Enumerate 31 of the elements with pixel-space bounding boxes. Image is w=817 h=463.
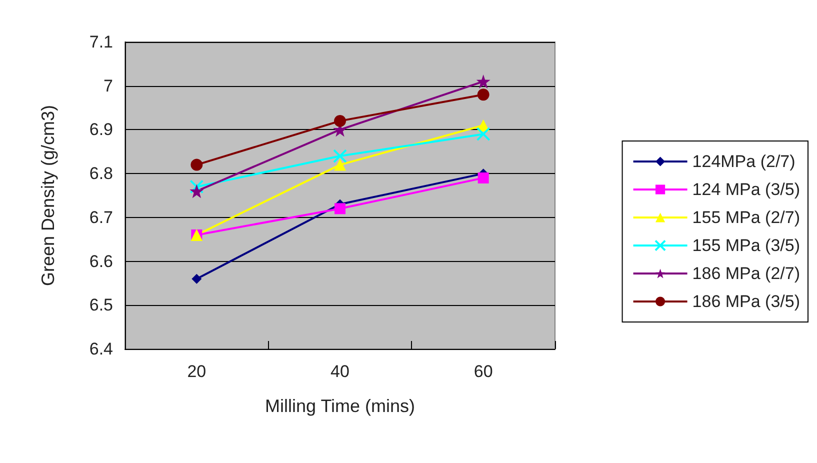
y-axis-title: Green Density (g/cm3) xyxy=(38,104,58,286)
point xyxy=(476,74,490,88)
y-tick-label: 7.1 xyxy=(89,32,113,52)
point xyxy=(334,158,346,171)
x-tick-label: 40 xyxy=(330,362,350,381)
y-tick-label: 6.7 xyxy=(89,208,113,227)
legend-label: 124MPa (2/7) xyxy=(692,152,796,171)
y-tick-label: 6.4 xyxy=(89,340,113,358)
x-tick-label: 60 xyxy=(474,362,493,381)
point xyxy=(333,149,347,164)
y-tick-label: 6.8 xyxy=(89,164,113,184)
point xyxy=(190,158,203,171)
point xyxy=(190,180,204,194)
y-tick-label: 7 xyxy=(104,76,113,96)
point xyxy=(192,274,202,284)
point xyxy=(476,127,490,142)
y-tick-label: 6.9 xyxy=(89,120,113,140)
point xyxy=(190,184,204,198)
y-tick-label: 6.5 xyxy=(89,296,113,315)
x-tick-label: 20 xyxy=(187,362,206,381)
point xyxy=(334,203,346,214)
point xyxy=(478,172,489,184)
y-tick-label: 6.6 xyxy=(89,252,113,271)
legend-label: 186 MPa (3/5) xyxy=(692,292,800,311)
legend-label: 186 MPa (2/7) xyxy=(692,264,800,283)
point xyxy=(477,88,490,101)
x-axis-title: Milling Time (mins) xyxy=(264,396,416,416)
legend-label: 155 MPa (3/5) xyxy=(692,236,800,255)
legend-label: 124 MPa (3/5) xyxy=(692,180,800,199)
legend-label: 155 MPa (2/7) xyxy=(692,208,800,227)
point xyxy=(334,114,346,127)
